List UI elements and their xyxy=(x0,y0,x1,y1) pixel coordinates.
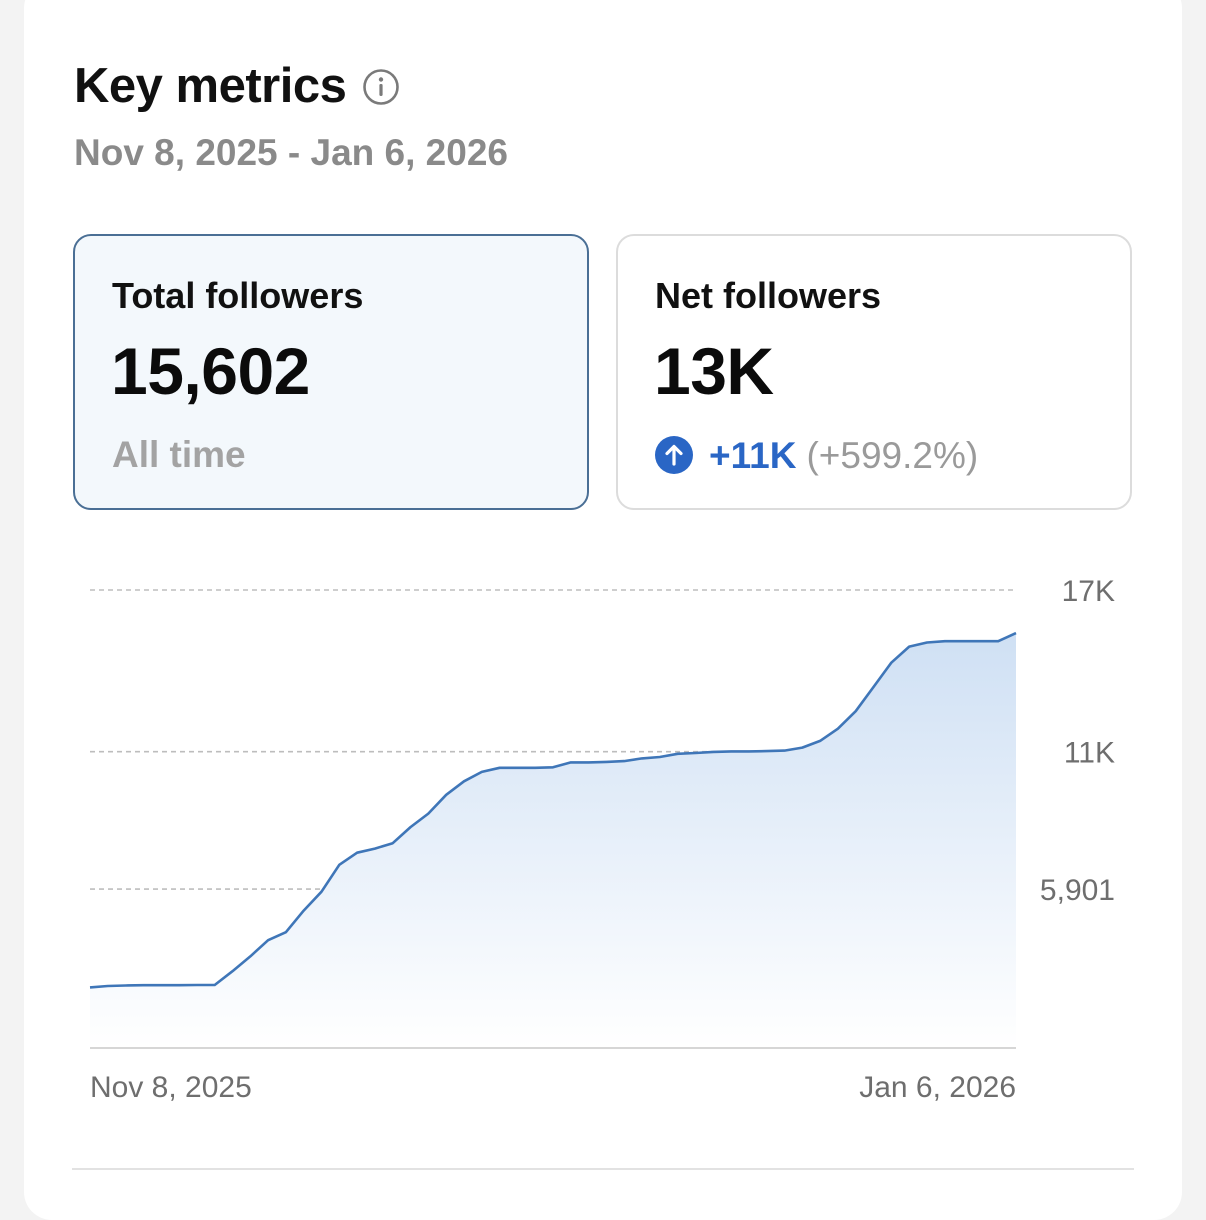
x-tick-label: Nov 8, 2025 xyxy=(90,1071,252,1104)
y-tick-label: 11K xyxy=(1064,737,1115,770)
total-followers-card[interactable]: Total followers 15,602 All time xyxy=(73,234,589,510)
total-followers-period: All time xyxy=(112,434,246,475)
y-tick-label: 5,901 xyxy=(1040,874,1115,907)
net-followers-change: +11K (+599.2%) xyxy=(655,436,978,474)
arrow-up-circle-icon xyxy=(655,436,693,474)
series-area xyxy=(90,633,1016,1048)
net-followers-label: Net followers xyxy=(655,275,882,316)
series-line xyxy=(89,631,1017,989)
bottom-divider xyxy=(72,1168,1134,1170)
net-followers-card[interactable]: Net followers 13K +11K (+599.2%) xyxy=(616,234,1132,510)
y-tick-label: 17K xyxy=(1062,575,1115,608)
total-followers-label: Total followers xyxy=(112,275,364,316)
title-row: Key metrics xyxy=(74,62,400,111)
x-tick-labels: Nov 8, 2025 Jan 6, 2026 xyxy=(90,1071,1016,1104)
info-icon[interactable] xyxy=(362,68,400,106)
x-tick-label: Jan 6, 2026 xyxy=(859,1071,1016,1104)
change-absolute: +11K xyxy=(709,434,797,476)
date-range[interactable]: Nov 8, 2025 - Jan 6, 2026 xyxy=(74,132,508,173)
followers-chart[interactable]: 17K 11K 5,901 Nov 8, 2025 Jan 6, 2026 xyxy=(0,0,1206,1178)
total-followers-value: 15,602 xyxy=(111,334,310,408)
net-followers-value: 13K xyxy=(654,334,774,408)
change-percent: (+599.2%) xyxy=(806,434,979,476)
page-title: Key metrics xyxy=(74,59,347,113)
y-tick-labels: 17K 11K 5,901 xyxy=(1040,575,1115,907)
